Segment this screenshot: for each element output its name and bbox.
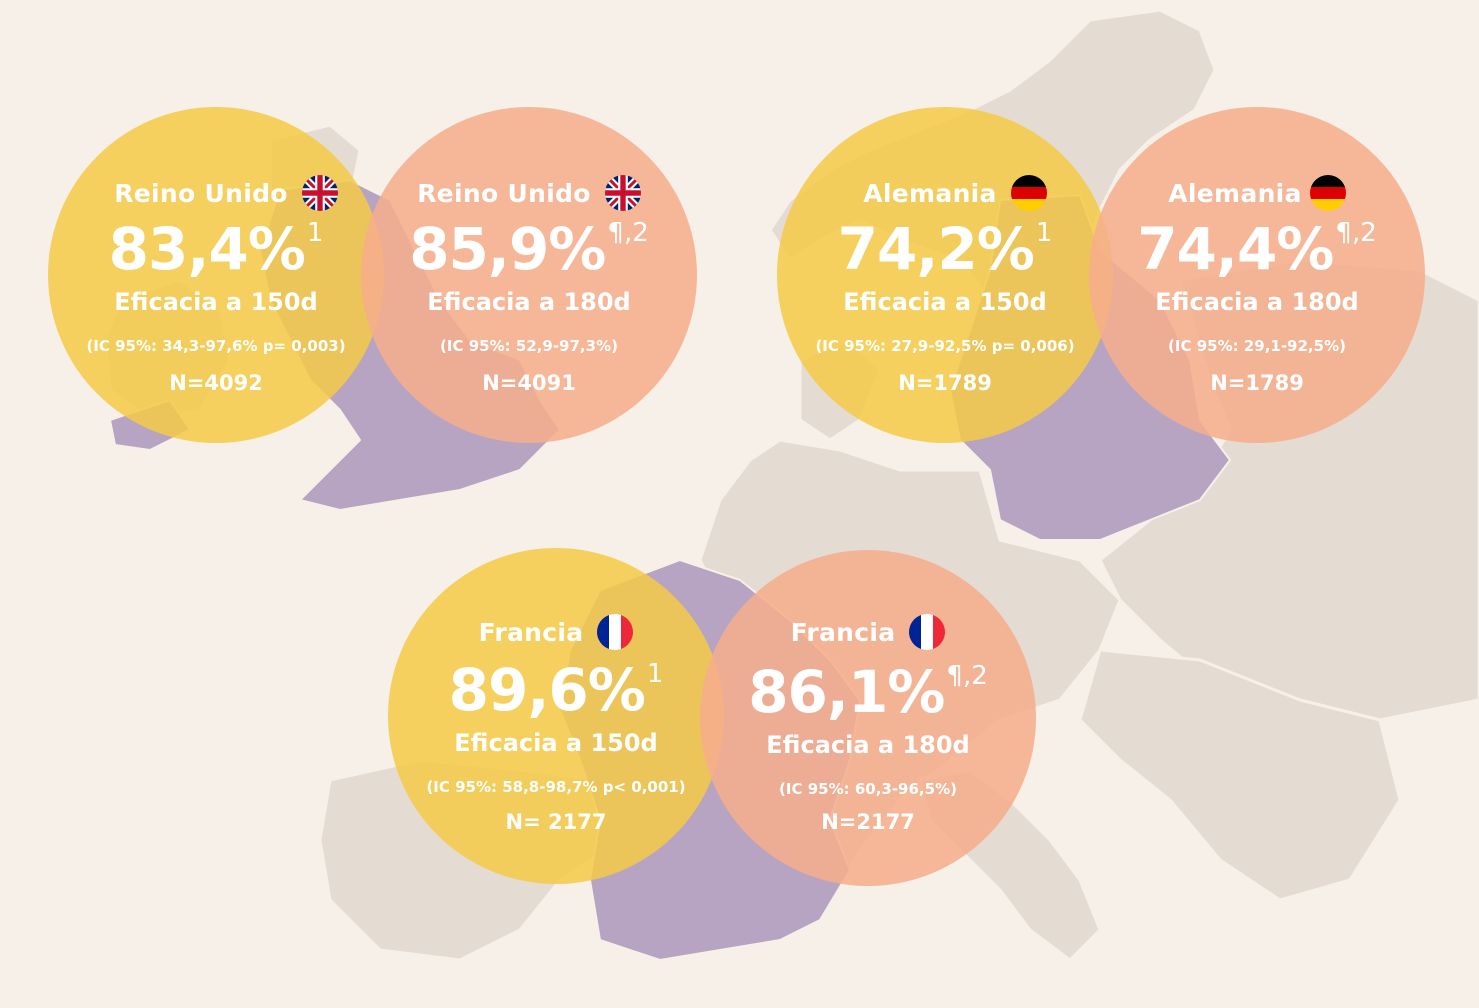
- efficacy-card-uk-180d: Reino Unido 85,9%¶,2 Eficacia a 180d (IC…: [361, 107, 697, 443]
- efficacy-card-france-150d: Francia 89,6%1 Eficacia a 150d (IC 95%: …: [388, 548, 724, 884]
- sample-size: N=4091: [482, 371, 576, 395]
- confidence-interval: (IC 95%: 60,3-96,5%): [779, 780, 957, 798]
- efficacy-label: Eficacia a 150d: [454, 729, 658, 757]
- efficacy-label: Eficacia a 150d: [843, 288, 1047, 316]
- footnote-marker: ¶,2: [1335, 218, 1377, 248]
- confidence-interval: (IC 95%: 34,3-97,6% p= 0,003): [86, 337, 346, 355]
- france-flag-icon: [597, 614, 634, 650]
- confidence-interval: (IC 95%: 27,9-92,5% p= 0,006): [815, 337, 1075, 355]
- country-label: Alemania: [1168, 178, 1302, 208]
- confidence-interval: (IC 95%: 52,9-97,3%): [440, 337, 618, 355]
- efficacy-percent: 85,9%: [409, 215, 606, 283]
- sample-size: N=2177: [821, 810, 915, 834]
- country-label: Alemania: [863, 178, 997, 208]
- footnote-marker: 1: [306, 218, 324, 248]
- efficacy-percent: 74,2%: [837, 215, 1035, 283]
- efficacy-card-uk-150d: Reino Unido 83,4%1 Eficacia a 150d (IC 9…: [48, 107, 384, 443]
- france-flag-icon: [909, 614, 946, 650]
- confidence-interval: (IC 95%: 29,1-92,5%): [1168, 337, 1346, 355]
- country-label: Francia: [478, 617, 584, 647]
- efficacy-percent: 89,6%: [448, 656, 646, 724]
- footnote-marker: ¶,2: [607, 218, 649, 248]
- germany-flag-icon: [1309, 175, 1346, 211]
- uk-flag-icon: [301, 175, 338, 211]
- sample-size: N= 2177: [505, 810, 607, 834]
- efficacy-percent: 83,4%: [108, 215, 306, 283]
- confidence-interval: (IC 95%: 58,8-98,7% p< 0,001): [426, 778, 686, 796]
- country-label: Francia: [790, 617, 896, 647]
- efficacy-card-germany-180d: Alemania 74,4%¶,2 Eficacia a 180d (IC 95…: [1089, 107, 1425, 443]
- sample-size: N=1789: [1210, 371, 1304, 395]
- country-label: Reino Unido: [114, 178, 288, 208]
- country-label: Reino Unido: [417, 178, 591, 208]
- efficacy-label: Eficacia a 180d: [427, 288, 631, 316]
- sample-size: N=1789: [898, 371, 992, 395]
- footnote-marker: 1: [646, 659, 664, 689]
- balkans-land: [1078, 648, 1402, 902]
- sample-size: N=4092: [169, 371, 263, 395]
- efficacy-percent: 74,4%: [1137, 215, 1334, 283]
- efficacy-percent: 86,1%: [748, 658, 945, 726]
- footnote-marker: 1: [1035, 218, 1053, 248]
- efficacy-label: Eficacia a 180d: [1155, 288, 1359, 316]
- efficacy-card-germany-150d: Alemania 74,2%1 Eficacia a 150d (IC 95%:…: [777, 107, 1113, 443]
- germany-flag-icon: [1010, 175, 1047, 211]
- footnote-marker: ¶,2: [946, 661, 988, 691]
- efficacy-label: Eficacia a 180d: [766, 731, 970, 759]
- efficacy-card-france-180d: Francia 86,1%¶,2 Eficacia a 180d (IC 95%…: [700, 550, 1036, 886]
- uk-flag-icon: [604, 175, 641, 211]
- efficacy-label: Eficacia a 150d: [114, 288, 318, 316]
